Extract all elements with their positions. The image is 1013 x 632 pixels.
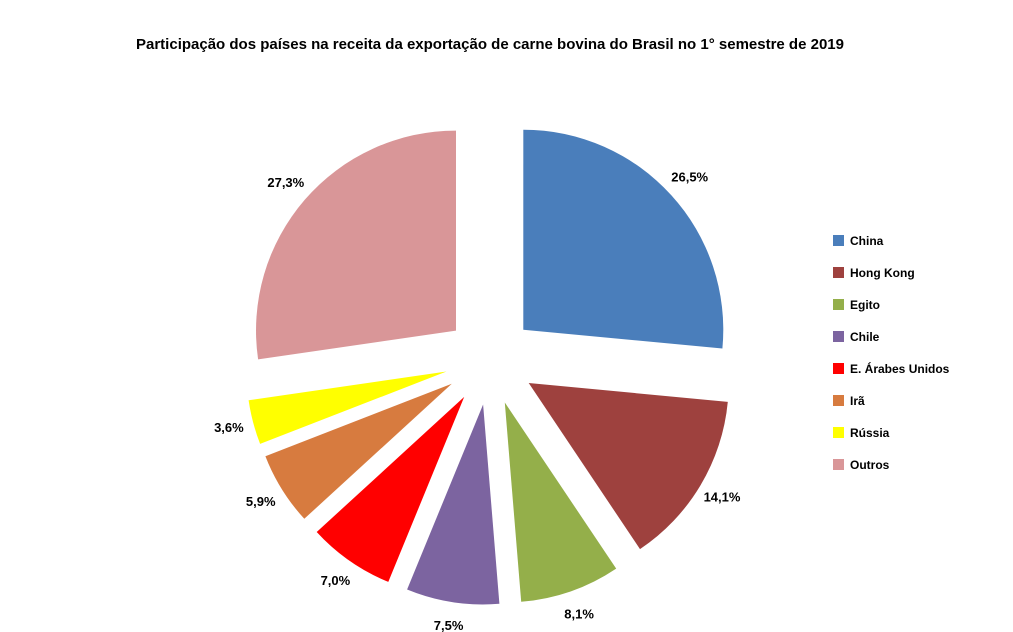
slice-value-label-r-ssia: 3,6% (214, 420, 244, 435)
pie-slice-china (523, 129, 724, 349)
legend-label-outros: Outros (850, 457, 890, 472)
legend-item-r-ssia: Rússia (833, 425, 949, 440)
legend-label-hong-kong: Hong Kong (850, 265, 915, 280)
legend-swatch-r-ssia (833, 427, 844, 438)
legend-swatch-ir (833, 395, 844, 406)
legend-swatch-chile (833, 331, 844, 342)
pie-slice-ir (265, 383, 452, 519)
legend-item-china: China (833, 233, 949, 248)
legend-label-ir: Irã (850, 393, 865, 408)
legend-item-chile: Chile (833, 329, 949, 344)
legend-item-outros: Outros (833, 457, 949, 472)
pie-slice-r-ssia (248, 371, 447, 444)
legend-item-hong-kong: Hong Kong (833, 265, 949, 280)
legend-item-ir: Irã (833, 393, 949, 408)
legend-label-r-ssia: Rússia (850, 425, 890, 440)
legend-label-egito: Egito (850, 297, 880, 312)
legend-swatch-egito (833, 299, 844, 310)
pie-slice-e-rabes-unidos (316, 396, 465, 582)
legend-swatch-hong-kong (833, 267, 844, 278)
legend-swatch-outros (833, 459, 844, 470)
pie-slice-egito (504, 402, 617, 602)
slice-value-label-china: 26,5% (671, 170, 708, 185)
slice-value-label-outros: 27,3% (267, 175, 304, 190)
pie-slice-outros (256, 130, 456, 360)
legend-item-egito: Egito (833, 297, 949, 312)
slice-value-label-hong-kong: 14,1% (704, 490, 741, 505)
pie-slice-chile (407, 404, 500, 605)
chart-legend: China Hong Kong Egito Chile E. Árabes Unidos… (833, 233, 950, 472)
legend-label-chile: Chile (850, 329, 880, 344)
legend-item-e-rabes-unidos: E. Árabes Unidos (833, 361, 950, 376)
legend-label-china: China (850, 233, 884, 248)
slice-value-label-ir: 5,9% (246, 494, 276, 509)
chart-title: Participação dos países na receita da ex… (136, 36, 844, 53)
legend-swatch-china (833, 235, 844, 246)
legend-label-e-rabes-unidos: E. Árabes Unidos (850, 361, 950, 376)
slice-value-label-chile: 7,5% (434, 618, 464, 632)
pie-slice-hong-kong (528, 383, 728, 550)
slice-value-label-e-rabes-unidos: 7,0% (321, 573, 351, 588)
slice-value-label-egito: 8,1% (564, 606, 594, 621)
legend-swatch-e-rabes-unidos (833, 363, 844, 374)
